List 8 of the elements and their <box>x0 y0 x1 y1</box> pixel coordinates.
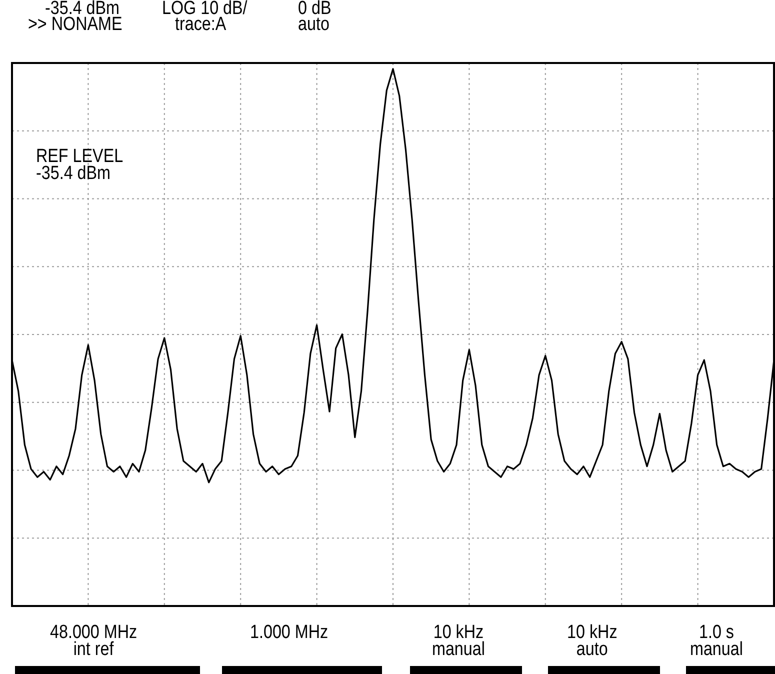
text: trace:A <box>175 14 226 35</box>
text: 1.0 s manual <box>690 622 743 660</box>
text: 1.000 MHz <box>250 622 328 643</box>
text: 10 kHz manual <box>432 622 485 660</box>
text: 48.000 MHz int ref <box>50 622 138 660</box>
annotation: REF LEVEL -35.4 dBm <box>36 146 124 184</box>
text: 10 kHz auto <box>567 622 618 660</box>
text: >> NONAME <box>28 14 122 35</box>
